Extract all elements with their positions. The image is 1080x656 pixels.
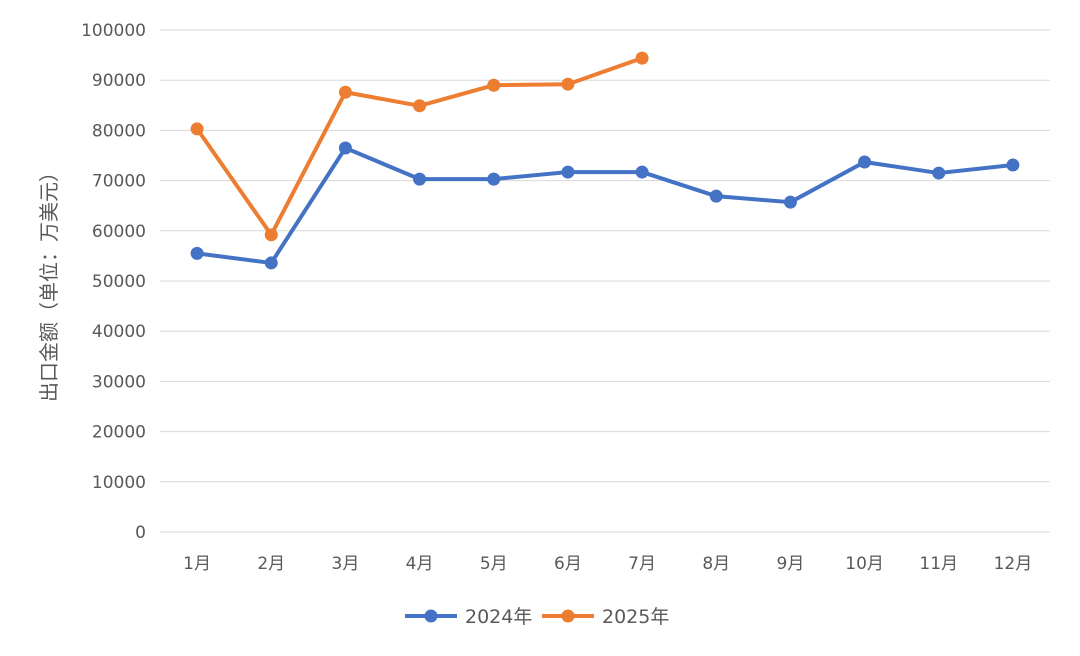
legend-marker <box>424 609 438 623</box>
legend-label: 2024年 <box>465 606 532 628</box>
y-tick-label: 80000 <box>92 121 146 141</box>
y-tick-label: 50000 <box>92 272 146 292</box>
x-tick-label: 12月 <box>994 554 1033 574</box>
data-point <box>635 165 649 179</box>
data-point <box>264 256 278 270</box>
data-point <box>413 172 427 186</box>
data-point <box>264 228 278 242</box>
data-point <box>190 246 204 260</box>
y-tick-label: 90000 <box>92 71 146 91</box>
legend: 2024年 2025年 <box>405 606 669 628</box>
series-line <box>196 145 1014 265</box>
series-group <box>190 51 1020 270</box>
data-point <box>932 166 946 180</box>
x-tick-label: 2月 <box>257 554 285 574</box>
data-point <box>1006 158 1020 172</box>
y-tick-label: 20000 <box>92 423 146 443</box>
y-tick-label: 30000 <box>92 372 146 392</box>
series-line <box>195 56 643 237</box>
y-tick-label: 60000 <box>92 222 146 242</box>
data-point <box>858 155 872 169</box>
x-tick-label: 1月 <box>183 554 211 574</box>
y-tick-label: 40000 <box>92 322 146 342</box>
x-tick-label: 11月 <box>919 554 958 574</box>
x-tick-label: 10月 <box>845 554 884 574</box>
data-point <box>487 78 501 92</box>
legend-label: 2025年 <box>602 606 669 628</box>
y-tick-label: 70000 <box>92 172 146 192</box>
y-axis-ticks: 0 10000 20000 30000 40000 50000 60000 70000 8000… <box>81 21 146 543</box>
data-point <box>338 85 352 99</box>
legend-marker <box>561 609 575 623</box>
x-tick-label: 8月 <box>702 554 730 574</box>
data-point <box>413 99 427 113</box>
data-point <box>709 189 723 203</box>
y-tick-label: 100000 <box>81 21 146 41</box>
data-point <box>635 51 649 65</box>
x-tick-label: 6月 <box>554 554 582 574</box>
x-tick-label: 7月 <box>628 554 656 574</box>
x-tick-label: 5月 <box>480 554 508 574</box>
data-point <box>561 77 575 91</box>
data-point <box>338 141 352 155</box>
data-point <box>561 165 575 179</box>
data-point <box>487 172 501 186</box>
y-axis-label: 出口金额（单位：万美元） <box>37 162 61 402</box>
x-tick-label: 9月 <box>777 554 805 574</box>
x-axis-ticks: 1月 2月 3月 4月 5月 6月 7月 8月 9月 10月 11月 12月 <box>183 554 1032 574</box>
y-tick-label: 10000 <box>92 473 146 493</box>
x-tick-label: 4月 <box>406 554 434 574</box>
y-tick-label: 0 <box>135 523 146 543</box>
data-point <box>783 195 797 209</box>
x-tick-label: 3月 <box>332 554 360 574</box>
data-point <box>190 122 204 136</box>
gridlines <box>160 29 1050 533</box>
